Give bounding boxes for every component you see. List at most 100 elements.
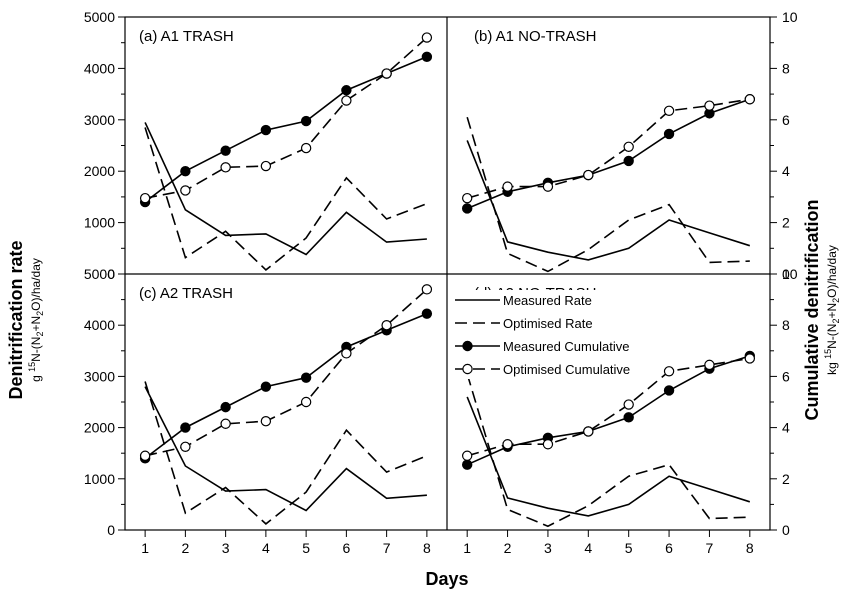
x-axis-title: Days [425, 569, 468, 589]
y-right-tick-label: 10 [782, 9, 798, 25]
optimised-cumulative-point [744, 94, 756, 105]
y-right-axis-title: Cumulative denitrification [802, 199, 822, 420]
series-line-optimised-rate [144, 127, 428, 271]
panel-label: (b) A1 NO-TRASH [474, 28, 597, 45]
series-line-measured-cumulative [144, 56, 428, 203]
optimised-cumulative-point [663, 366, 675, 377]
x-tick-label: 5 [625, 540, 633, 556]
legend-marker [462, 363, 473, 375]
optimised-cumulative-point [502, 181, 513, 192]
series-line-optimised-rate [144, 381, 428, 525]
series-line-optimised-cumulative [466, 357, 750, 457]
optimised-cumulative-point [381, 320, 392, 331]
y-left-tick-label: 2000 [84, 420, 115, 436]
optimised-cumulative-point [502, 439, 513, 450]
optimised-cumulative-point [300, 396, 312, 408]
measured-cumulative-point [663, 385, 675, 396]
x-tick-label: 2 [504, 540, 512, 556]
y-right-tick-label: 0 [782, 266, 790, 282]
panel-label: (a) A1 TRASH [139, 28, 234, 45]
optimised-cumulative-point [300, 142, 312, 154]
measured-cumulative-point [461, 203, 473, 214]
measured-cumulative-point [260, 124, 272, 136]
legend-entry-bg [453, 359, 658, 379]
legend-entry-bg [453, 313, 658, 333]
measured-cumulative-point [623, 412, 634, 423]
optimised-cumulative-point [744, 353, 756, 364]
panel-c: (c) A2 TRASH [139, 284, 433, 525]
y-right-tick-label: 2 [782, 215, 790, 231]
x-tick-label: 6 [665, 540, 673, 556]
optimised-cumulative-point [542, 181, 554, 192]
x-tick-label: 4 [262, 540, 270, 556]
y-right-tick-label: 6 [782, 368, 790, 384]
optimised-cumulative-point [220, 418, 231, 429]
y-right-tick-label: 8 [782, 317, 790, 333]
optimised-cumulative-point [663, 105, 675, 117]
y-right-tick-label: 10 [782, 266, 798, 282]
y-left-tick-label: 1000 [84, 471, 115, 487]
optimised-cumulative-point [542, 439, 554, 450]
legend-marker [462, 340, 473, 352]
y-left-tick-label: 4000 [84, 317, 115, 333]
optimised-cumulative-point [341, 348, 352, 359]
x-tick-label: 7 [706, 540, 714, 556]
optimised-cumulative-point [180, 185, 191, 196]
panel-label: (c) A2 TRASH [139, 285, 233, 302]
x-tick-label: 2 [181, 540, 189, 556]
y-right-axis-label: Cumulative denitrification kg 15N-(N2+N2… [802, 199, 841, 420]
optimised-cumulative-point [139, 450, 151, 461]
measured-cumulative-point [623, 155, 634, 167]
y-left-tick-label: 1000 [84, 215, 115, 231]
legend-entry-label: Optimised Cumulative [503, 362, 630, 377]
y-right-tick-label: 2 [782, 471, 790, 487]
optimised-cumulative-point [341, 95, 352, 106]
legend-entry-bg [453, 336, 658, 356]
optimised-cumulative-point [704, 359, 715, 371]
y-left-axis-label: Denitrification rate g 15N-(N2+N2O)/ha/d… [6, 240, 45, 399]
series-line-measured-cumulative [466, 98, 751, 210]
series-line-optimised-rate [466, 116, 750, 273]
series-line-optimised-rate [466, 373, 750, 528]
optimised-cumulative-point [583, 426, 594, 437]
optimised-cumulative-point [421, 32, 433, 43]
y-right-tick-label: 6 [782, 112, 790, 128]
series-line-measured-rate [144, 386, 427, 512]
y-right-axis-unit: kg 15N-(N2+N2O)/ha/day [823, 245, 841, 375]
y-left-tick-label: 0 [107, 522, 115, 538]
optimised-cumulative-point [704, 100, 715, 111]
x-tick-label: 6 [342, 540, 350, 556]
y-left-axis-unit: g 15N-(N2+N2O)/ha/day [27, 258, 45, 382]
panel-b: (b) A1 NO-TRASH [461, 28, 756, 273]
x-tick-label: 7 [383, 540, 391, 556]
x-tick-label: 5 [302, 540, 310, 556]
x-tick-label: 3 [222, 540, 230, 556]
optimised-cumulative-point [461, 192, 473, 204]
y-left-tick-label: 5000 [84, 266, 115, 282]
series-line-measured-rate [466, 396, 751, 517]
optimised-cumulative-point [461, 450, 473, 461]
y-right-tick-label: 8 [782, 60, 790, 76]
y-right-tick-label: 4 [782, 420, 790, 436]
optimised-cumulative-point [220, 162, 231, 173]
optimised-cumulative-point [139, 192, 151, 204]
measured-cumulative-point [260, 381, 272, 392]
y-left-tick-label: 3000 [84, 112, 115, 128]
x-tick-label: 3 [544, 540, 552, 556]
y-left-tick-label: 0 [107, 266, 115, 282]
panel-a: (a) A1 TRASH [139, 28, 433, 271]
optimised-cumulative-point [260, 416, 272, 427]
measured-cumulative-point [220, 145, 231, 156]
optimised-cumulative-point [583, 169, 594, 181]
x-tick-label: 1 [141, 540, 149, 556]
measured-cumulative-point [300, 372, 312, 383]
optimised-cumulative-point [421, 284, 433, 295]
legend-entry-label: Measured Cumulative [503, 339, 629, 354]
series-line-measured-cumulative [466, 355, 751, 466]
y-left-tick-label: 4000 [84, 60, 115, 76]
optimised-cumulative-point [623, 141, 634, 152]
measured-cumulative-point [421, 308, 433, 319]
measured-cumulative-point [220, 401, 231, 413]
optimised-cumulative-point [260, 160, 272, 172]
